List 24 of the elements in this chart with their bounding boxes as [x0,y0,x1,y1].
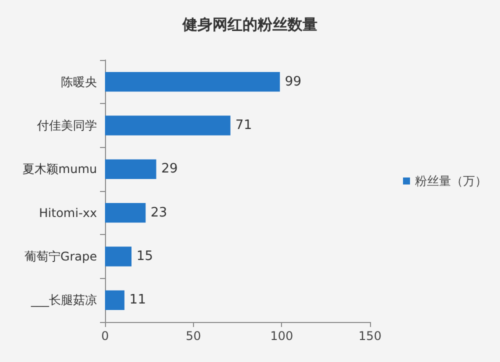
y-tick-label: Hitomi-xx [39,206,97,220]
bar [105,290,124,310]
bar [105,246,132,266]
chart-title: 健身网红的粉丝数量 [182,16,318,34]
data-label: 71 [235,118,252,133]
x-tick-label: 0 [101,329,109,343]
bar [105,159,156,179]
y-tick-label: 付佳美同学 [36,118,97,132]
x-tick-label: 150 [358,329,382,343]
x-tick-label: 100 [270,329,294,343]
data-label: 11 [129,292,146,308]
data-label: 29 [161,162,178,177]
y-tick-label: 葡萄宁Grape [24,250,97,264]
y-tick-label: 夏木颖mumu [22,162,97,176]
y-tick-label: 陈暖央 [61,74,97,89]
bar [105,72,280,92]
legend-label: 粉丝量（万） [415,174,487,188]
data-label: 23 [150,205,168,220]
bar [105,203,146,223]
x-tick-label: 50 [186,329,201,343]
y-tick-label: ___长腿菇凉 [30,293,97,308]
data-label: 15 [136,249,154,264]
data-label: 99 [284,74,302,90]
bar [105,116,230,136]
